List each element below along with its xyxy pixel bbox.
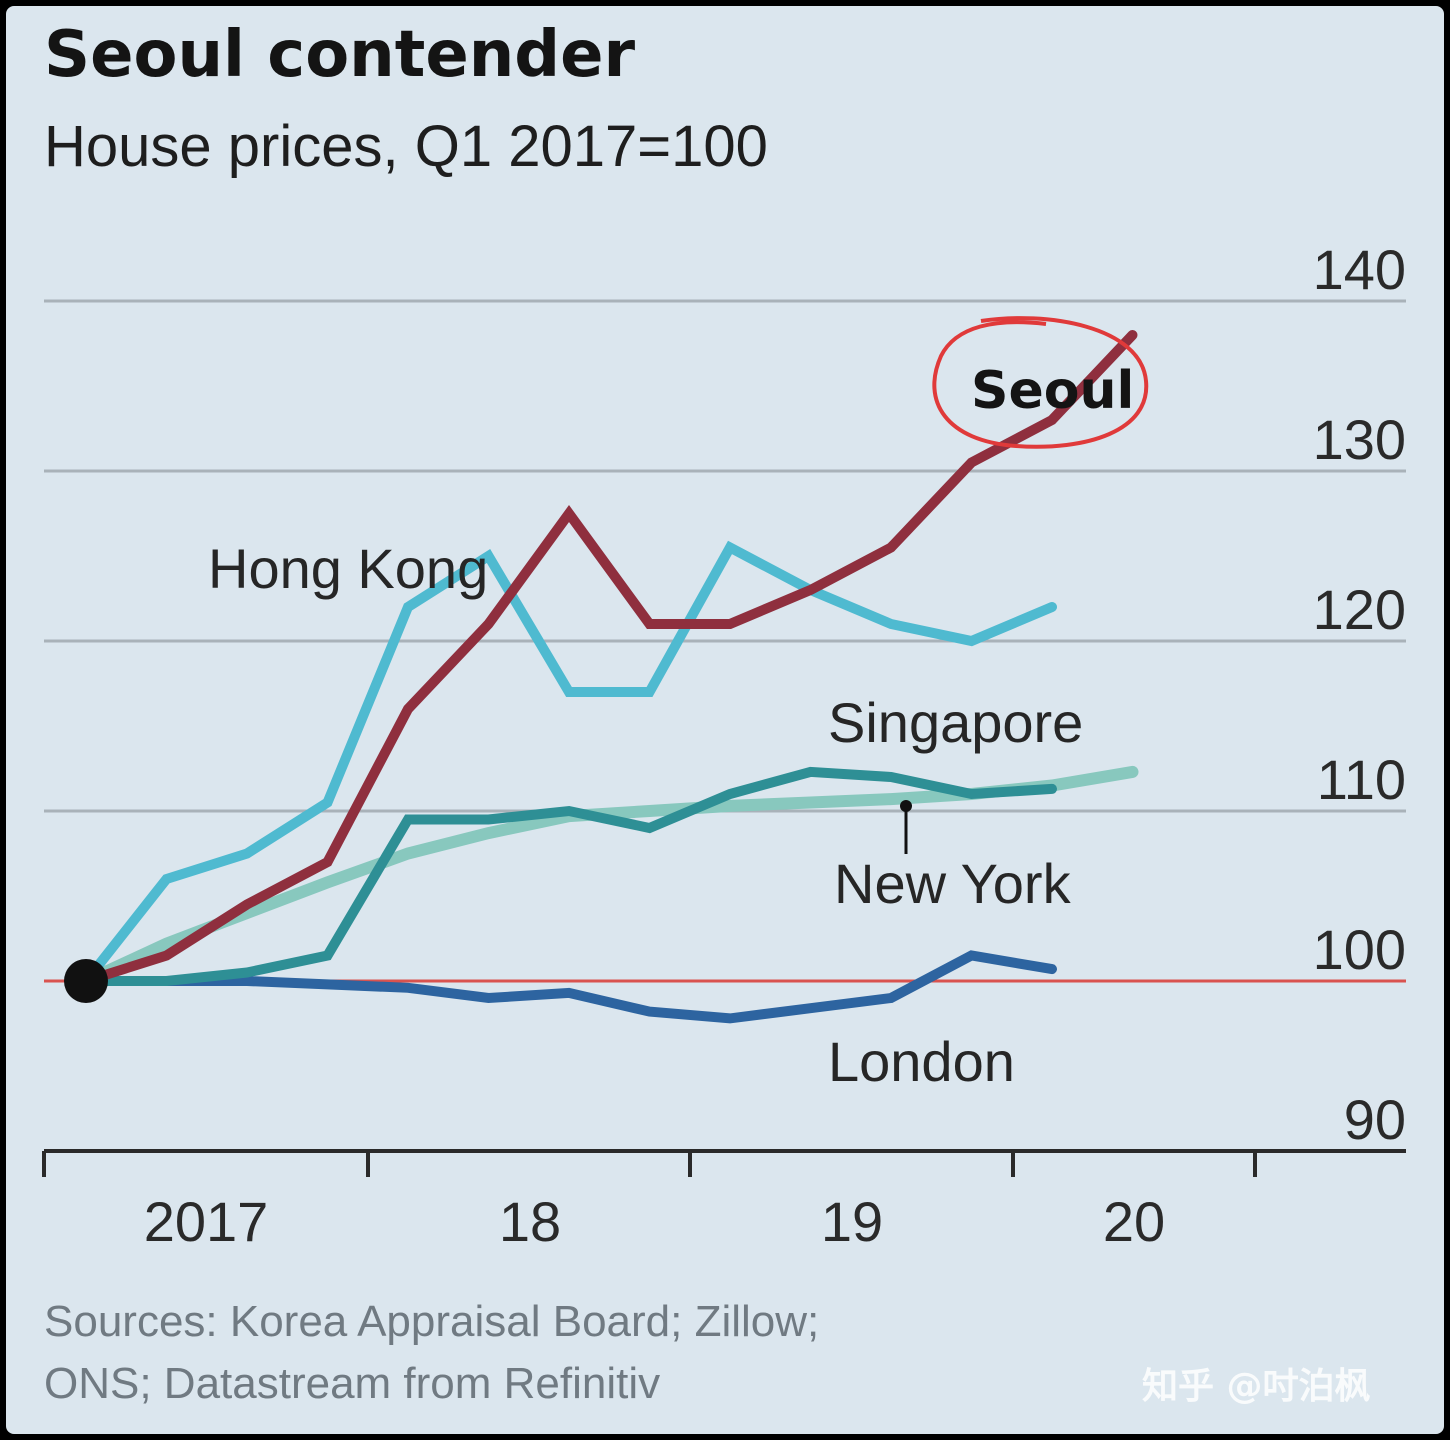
y-tick-label: 100 xyxy=(1313,918,1406,981)
label-london: London xyxy=(828,1030,1015,1093)
y-tick-labels: 90 100 110 120 130 140 xyxy=(1313,238,1406,1151)
series-line-seoul xyxy=(81,330,1138,986)
y-tick-label: 110 xyxy=(1317,748,1406,811)
y-tick-label: 130 xyxy=(1313,408,1406,471)
source-line-1: Sources: Korea Appraisal Board; Zillow; xyxy=(44,1297,819,1346)
label-new-york: New York xyxy=(834,852,1072,915)
origin-dot xyxy=(64,959,108,1003)
label-singapore: Singapore xyxy=(828,691,1083,754)
series-lines xyxy=(80,330,1139,1024)
chart-title: Seoul contender xyxy=(44,18,636,92)
series-line-singapore xyxy=(81,766,1057,986)
y-tick-label: 120 xyxy=(1313,578,1406,641)
x-tick-label: 2017 xyxy=(144,1190,269,1253)
chart-subtitle: House prices, Q1 2017=100 xyxy=(44,114,768,179)
x-axis: 2017 18 19 20 xyxy=(42,1149,1406,1253)
x-tick-label: 20 xyxy=(1103,1190,1165,1253)
seoul-annotation-circle xyxy=(932,316,1149,449)
series-line-london xyxy=(81,950,1057,1024)
watermark-text: 知乎 @吋泊枫 xyxy=(1142,1366,1371,1407)
series-line-hong-kong xyxy=(81,540,1057,986)
source-line-2: ONS; Datastream from Refinitiv xyxy=(44,1359,660,1408)
label-hong-kong: Hong Kong xyxy=(208,537,488,600)
chart-frame: Seoul contender House prices, Q1 2017=10… xyxy=(6,6,1444,1434)
y-tick-label: 90 xyxy=(1344,1088,1406,1151)
y-tick-label: 140 xyxy=(1313,238,1406,301)
x-tick-label: 19 xyxy=(821,1190,883,1253)
x-tick-label: 18 xyxy=(499,1190,561,1253)
chart-canvas: Seoul contender House prices, Q1 2017=10… xyxy=(42,18,1406,1408)
new-york-leader-dot xyxy=(900,800,912,812)
grid-lines xyxy=(44,299,1406,983)
label-seoul: Seoul xyxy=(971,361,1134,421)
